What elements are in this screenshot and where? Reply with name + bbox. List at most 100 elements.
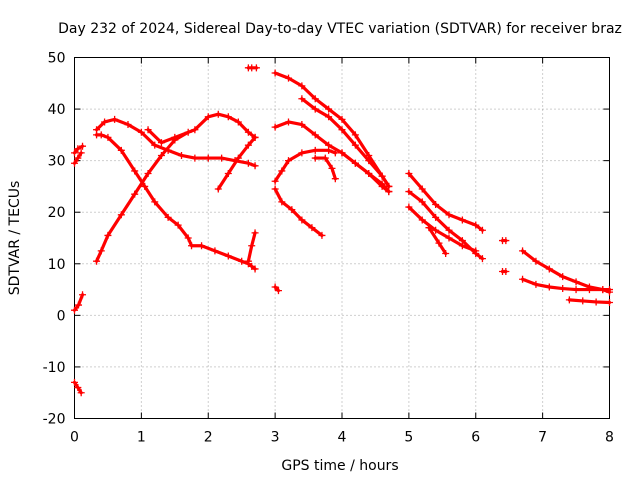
plus-marker xyxy=(606,298,613,306)
plus-marker xyxy=(445,234,453,242)
x-tick-label: 2 xyxy=(204,430,213,446)
plus-marker xyxy=(432,226,440,234)
plus-marker xyxy=(502,237,510,245)
plus-marker xyxy=(164,213,172,221)
plus-marker xyxy=(432,200,440,208)
plus-marker xyxy=(285,118,292,126)
plus-marker xyxy=(174,221,182,229)
plus-marker xyxy=(238,257,246,265)
plus-marker xyxy=(157,151,165,159)
series-p xyxy=(271,146,339,185)
plus-marker xyxy=(519,275,527,283)
plus-marker xyxy=(75,301,83,309)
series-line xyxy=(567,298,612,305)
plus-marker xyxy=(331,149,339,157)
plus-marker xyxy=(252,64,260,72)
plus-marker xyxy=(271,185,279,193)
x-tick-label: 3 xyxy=(271,430,280,446)
series-i xyxy=(214,133,259,193)
plus-marker xyxy=(365,170,373,178)
series-line xyxy=(273,71,391,189)
plus-marker xyxy=(502,268,510,276)
plus-marker xyxy=(144,126,152,134)
plus-marker xyxy=(144,170,152,178)
plus-marker xyxy=(244,141,252,149)
plus-marker xyxy=(141,182,149,190)
series-j xyxy=(244,229,259,265)
plus-marker xyxy=(458,242,466,250)
series-line xyxy=(273,148,337,183)
plus-marker xyxy=(234,118,242,126)
plus-marker xyxy=(458,216,466,224)
x-tick-label: 6 xyxy=(471,430,480,446)
plus-marker xyxy=(405,170,413,178)
plus-marker xyxy=(251,229,259,237)
y-tick-label: -20 xyxy=(43,412,66,428)
plus-marker xyxy=(318,231,326,239)
plus-marker xyxy=(71,306,78,314)
plus-marker xyxy=(385,188,393,196)
series-n xyxy=(271,118,393,196)
plus-marker xyxy=(74,154,82,162)
plus-marker xyxy=(351,141,359,149)
plus-marker xyxy=(338,126,346,134)
series-t xyxy=(405,170,486,234)
plus-marker xyxy=(478,226,486,234)
plus-marker xyxy=(97,131,105,139)
plus-marker xyxy=(298,95,306,103)
grid-lines xyxy=(74,57,610,419)
series-line xyxy=(94,117,257,168)
y-tick-label: 50 xyxy=(48,51,66,67)
plus-marker xyxy=(331,175,339,183)
y-tick-label: 40 xyxy=(48,102,66,118)
plus-marker xyxy=(77,389,85,397)
plus-marker xyxy=(328,164,336,172)
plus-marker xyxy=(71,378,78,386)
plus-marker xyxy=(171,133,179,141)
plus-marker xyxy=(311,105,319,113)
plus-marker xyxy=(79,291,87,299)
plus-marker xyxy=(244,128,252,136)
y-axis-label: SDTVAR / TECUs xyxy=(7,181,23,296)
plus-marker xyxy=(93,257,101,265)
series-line xyxy=(300,97,391,189)
series-o xyxy=(271,185,326,239)
plus-marker xyxy=(311,95,319,103)
plus-marker xyxy=(224,170,232,178)
plus-marker xyxy=(214,110,222,118)
x-tick-label: 7 xyxy=(538,430,547,446)
x-axis-label: GPS time / hours xyxy=(281,458,398,474)
plus-marker xyxy=(308,224,316,232)
plus-marker xyxy=(519,247,527,255)
series-a xyxy=(71,142,87,157)
plus-marker xyxy=(365,157,373,165)
series-c xyxy=(71,291,87,314)
plus-marker xyxy=(288,206,296,214)
series-l xyxy=(271,283,282,295)
plus-marker xyxy=(606,286,613,294)
plus-marker xyxy=(151,141,159,149)
plus-marker xyxy=(472,247,480,255)
plus-marker xyxy=(131,167,139,175)
y-tick-label: 10 xyxy=(48,257,66,273)
y-tick-label: 0 xyxy=(57,308,66,324)
plus-marker xyxy=(325,113,333,121)
plus-marker xyxy=(592,298,600,306)
plus-marker xyxy=(248,242,256,250)
series-f xyxy=(93,115,259,170)
plus-marker xyxy=(79,142,87,150)
plus-marker xyxy=(218,154,226,162)
plus-marker xyxy=(565,296,573,304)
x-tick-label: 5 xyxy=(404,430,413,446)
plus-marker xyxy=(435,239,443,247)
plus-marker xyxy=(111,115,119,123)
plus-marker xyxy=(244,159,252,167)
series-line xyxy=(273,187,324,238)
plus-marker xyxy=(271,69,279,77)
plus-marker xyxy=(351,131,359,139)
plus-marker xyxy=(151,198,159,206)
x-tick-label: 1 xyxy=(137,430,146,446)
plus-marker xyxy=(599,286,607,294)
plus-marker xyxy=(298,121,306,129)
data-series xyxy=(71,64,613,397)
